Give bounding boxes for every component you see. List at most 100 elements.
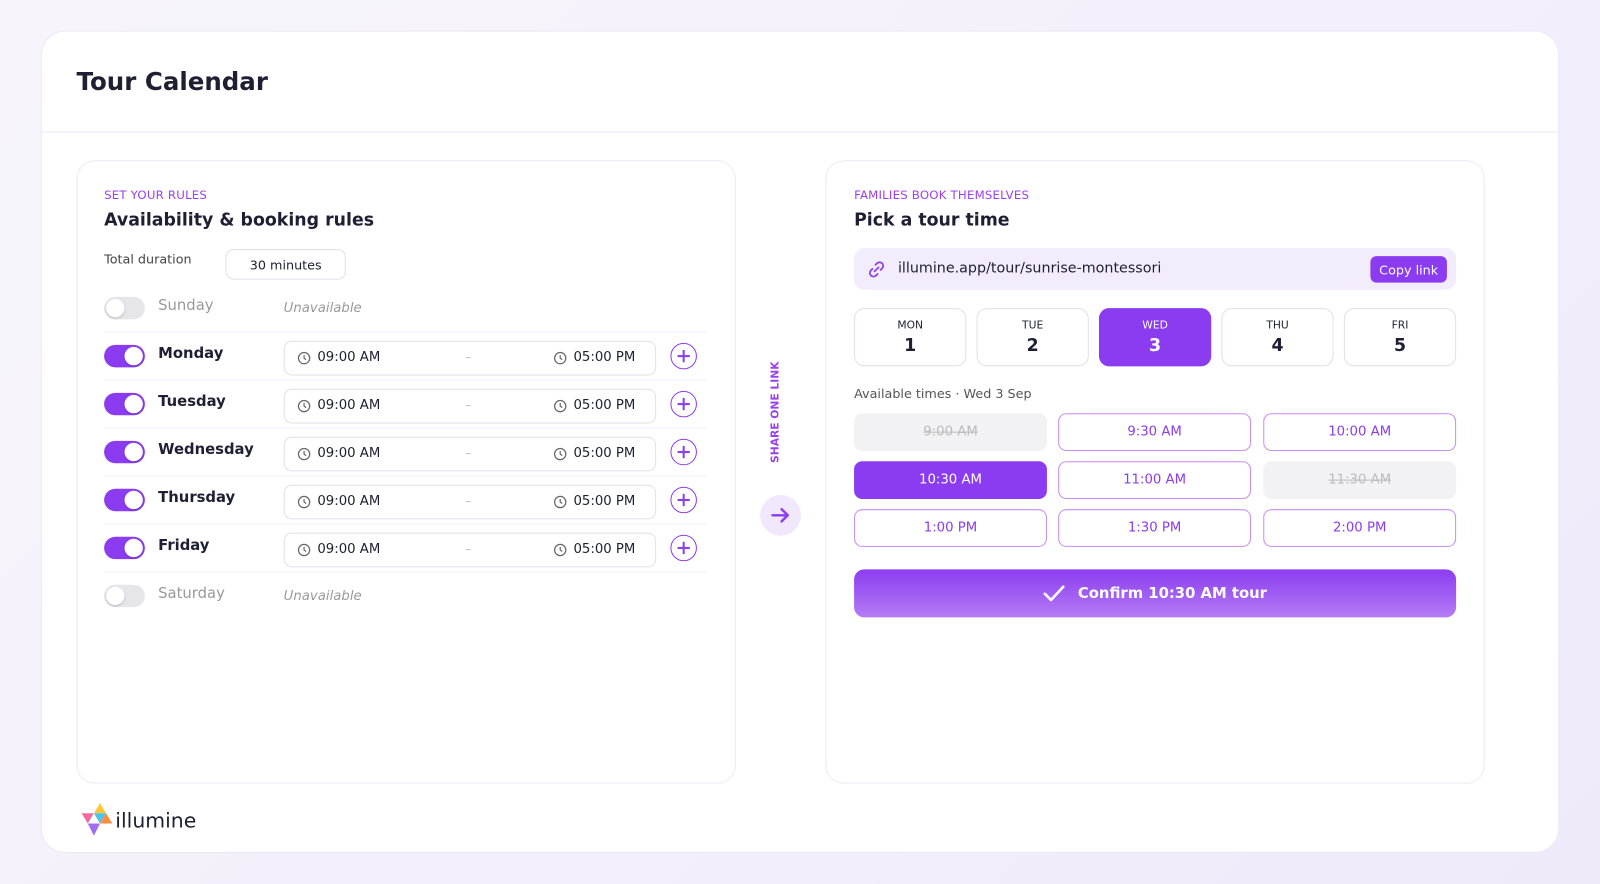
toggle[interactable] [104,344,145,368]
toggle[interactable] [104,536,145,560]
copy-button[interactable]: Copy link [1370,256,1447,283]
day-name: Thursday [158,489,236,507]
range-separator: – [465,397,472,413]
day-name: Friday [158,537,210,555]
range-separator: – [465,445,472,461]
link-url: illumine.app/tour/sunrise-montessori [897,260,1162,277]
row-divider [104,475,708,477]
toggle[interactable] [104,392,145,416]
add-range[interactable] [670,534,697,562]
time-slot[interactable]: 11:00 AM [1058,461,1252,499]
brand-name: illumine [115,808,197,833]
day-name: Saturday [158,585,225,603]
date-weekday: THU [1266,319,1289,332]
date-button[interactable]: THU 4 [1221,308,1334,367]
add-range[interactable] [670,342,697,370]
date-weekday: MON [897,319,924,332]
rules-panel [76,160,736,784]
day-name: Tuesday [158,393,226,411]
unavailable-label: Unavailable [283,301,362,317]
date-button[interactable]: MON 1 [854,308,967,367]
time-slot[interactable]: 9:30 AM [1058,413,1252,452]
start-time: 09:00 AM [317,349,381,366]
start-time: 09:00 AM [317,493,381,510]
toggle[interactable] [104,488,145,512]
toggle-knob [124,490,143,510]
link-bar: illumine.app/tour/sunrise-montessori Cop… [854,247,1457,290]
brand-logo [81,803,113,836]
end-time: 05:00 PM [573,541,636,558]
end-time: 05:00 PM [573,349,636,366]
toggle-knob [106,298,125,318]
plus-v [682,349,685,363]
date-weekday: FRI [1391,319,1409,332]
time-range[interactable] [283,436,657,472]
time-range[interactable] [283,388,657,424]
duration-select[interactable]: 30 minutes [225,248,346,280]
end-time: 05:00 PM [573,445,636,462]
add-range[interactable] [670,390,697,418]
start-time: 09:00 AM [317,445,381,462]
page-title: Tour Calendar [76,67,268,96]
date-number: 3 [1149,335,1162,357]
add-range[interactable] [670,438,697,466]
clock-icon [553,351,567,365]
eyebrow: SET YOUR RULES [104,187,208,203]
toggle-knob [124,538,143,558]
time-range[interactable] [283,484,657,520]
day-name: Monday [158,345,224,363]
date-weekday: TUE [1022,319,1044,332]
start-time: 09:00 AM [317,397,381,414]
share-arrow [760,494,802,536]
add-range[interactable] [670,486,697,514]
row-divider [104,571,708,573]
time-range[interactable] [283,532,657,568]
range-separator: – [465,349,472,365]
row-divider [104,331,708,333]
clock-icon [553,399,567,413]
toggle-knob [106,586,125,606]
time-range[interactable] [283,340,657,376]
date-button[interactable]: TUE 2 [976,308,1089,367]
clock-icon [297,351,311,365]
toggle[interactable] [104,584,145,608]
toggle[interactable] [104,296,145,320]
toggle[interactable] [104,440,145,464]
date-number: 4 [1271,335,1284,357]
time-slot[interactable]: 2:00 PM [1263,509,1457,547]
time-slot[interactable]: 1:00 PM [854,509,1047,547]
toggle-knob [124,442,143,462]
date-button[interactable]: WED 3 [1098,308,1212,367]
plus-v [682,493,685,507]
clock-icon [297,495,311,509]
time-slot[interactable]: 10:00 AM [1263,413,1457,452]
time-slot[interactable]: 10:30 AM [854,461,1047,499]
day-name: Wednesday [158,441,254,459]
panel-title: Pick a tour time [854,210,1010,231]
row-divider [104,523,708,525]
duration-label: Total duration [104,251,192,267]
clock-icon [553,543,567,557]
end-time: 05:00 PM [573,493,636,510]
plus-v [682,541,685,555]
range-separator: – [465,493,472,509]
date-number: 2 [1026,335,1039,357]
date-number: 1 [904,335,917,357]
unavailable-label: Unavailable [283,588,362,605]
panel-title: Availability & booking rules [104,210,375,231]
date-button[interactable]: FRI 5 [1343,308,1457,367]
clock-icon [297,399,311,413]
confirm-button[interactable]: Confirm 10:30 AM tour [854,569,1457,618]
row-divider [104,379,708,381]
share-label: SHARE ONE LINK [769,361,782,463]
end-time: 05:00 PM [573,397,636,414]
time-slot[interactable]: 1:30 PM [1058,509,1252,547]
arrow-icon [771,507,789,523]
row-divider [104,427,708,429]
link-icon [869,261,885,278]
clock-icon [297,447,311,461]
clock-icon [553,447,567,461]
start-time: 09:00 AM [317,541,381,558]
